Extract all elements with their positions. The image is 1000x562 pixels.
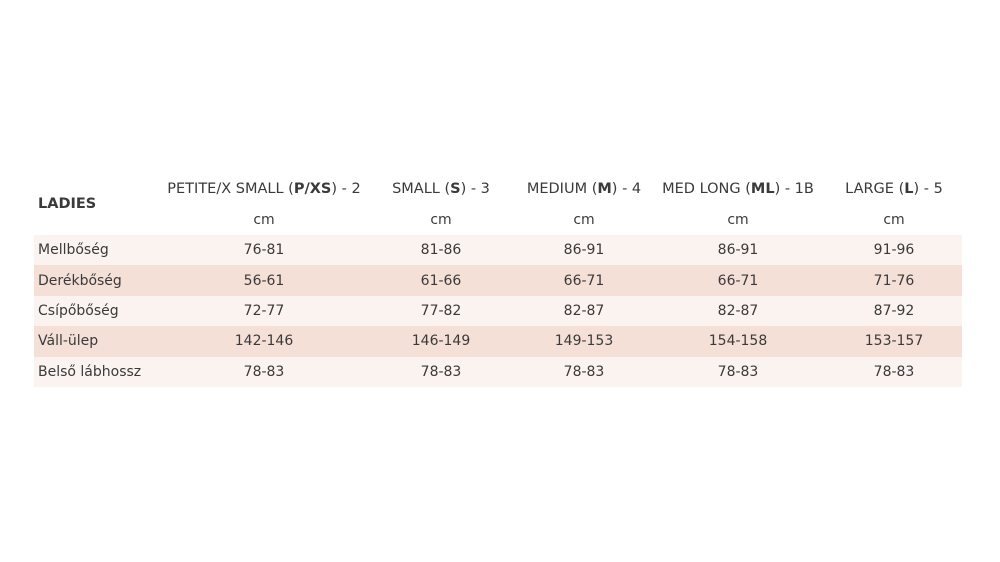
table-cell: 71-76 xyxy=(873,272,915,289)
table-cell: 78-83 xyxy=(717,363,759,380)
size-header-row: LADIES PETITE/X SMALL (P/XS) - 2 SMALL (… xyxy=(34,172,962,212)
row-label: Mellbőség xyxy=(38,242,109,259)
table-cell: 154-158 xyxy=(708,333,768,350)
table-cell: 153-157 xyxy=(864,333,924,350)
unit-label: cm xyxy=(727,212,749,228)
size-header-med-long: MED LONG (ML) - 1B xyxy=(662,180,814,197)
table-row: Váll-ülep 142-146 146-149 149-153 154-15… xyxy=(34,326,962,357)
table-cell: 82-87 xyxy=(563,302,605,319)
table-row: Derékbőség 56-61 61-66 66-71 66-71 71-76 xyxy=(34,265,962,296)
row-label: Csípőbőség xyxy=(38,302,119,319)
table-cell: 78-83 xyxy=(420,363,462,380)
unit-label: cm xyxy=(573,212,595,228)
unit-label: cm xyxy=(253,212,275,228)
table-row: Mellbőség 76-81 81-86 86-91 86-91 91-96 xyxy=(34,235,962,266)
table-cell: 86-91 xyxy=(717,242,759,259)
table-row: Csípőbőség 72-77 77-82 82-87 82-87 87-92 xyxy=(34,295,962,327)
table-cell: 76-81 xyxy=(243,242,285,259)
row-label: Derékbőség xyxy=(38,272,122,289)
size-chart-table: LADIES PETITE/X SMALL (P/XS) - 2 SMALL (… xyxy=(34,172,962,387)
row-label: Váll-ülep xyxy=(38,333,99,350)
table-cell: 78-83 xyxy=(243,363,285,380)
table-cell: 142-146 xyxy=(234,333,294,350)
table-cell: 78-83 xyxy=(873,363,915,380)
unit-row: cm cm cm cm cm xyxy=(34,205,962,235)
table-cell: 81-86 xyxy=(420,242,462,259)
size-header-petite: PETITE/X SMALL (P/XS) - 2 xyxy=(167,180,361,197)
table-cell: 77-82 xyxy=(420,302,462,319)
table-row: Belső lábhossz 78-83 78-83 78-83 78-83 7… xyxy=(34,356,962,387)
table-cell: 146-149 xyxy=(411,333,471,350)
table-cell: 72-77 xyxy=(243,302,285,319)
table-cell: 87-92 xyxy=(873,302,915,319)
unit-label: cm xyxy=(430,212,452,228)
size-header-large: LARGE (L) - 5 xyxy=(845,180,943,197)
table-cell: 82-87 xyxy=(717,302,759,319)
size-header-medium: MEDIUM (M) - 4 xyxy=(526,180,642,197)
table-cell: 149-153 xyxy=(554,333,614,350)
table-cell: 78-83 xyxy=(563,363,605,380)
row-label: Belső lábhossz xyxy=(38,363,142,380)
table-cell: 66-71 xyxy=(563,272,605,289)
ladies-label: LADIES xyxy=(38,195,97,212)
table-cell: 56-61 xyxy=(243,272,285,289)
table-cell: 91-96 xyxy=(873,242,915,259)
unit-label: cm xyxy=(883,212,905,228)
table-cell: 61-66 xyxy=(420,272,462,289)
table-cell: 66-71 xyxy=(717,272,759,289)
size-header-small: SMALL (S) - 3 xyxy=(392,180,490,197)
table-cell: 86-91 xyxy=(563,242,605,259)
